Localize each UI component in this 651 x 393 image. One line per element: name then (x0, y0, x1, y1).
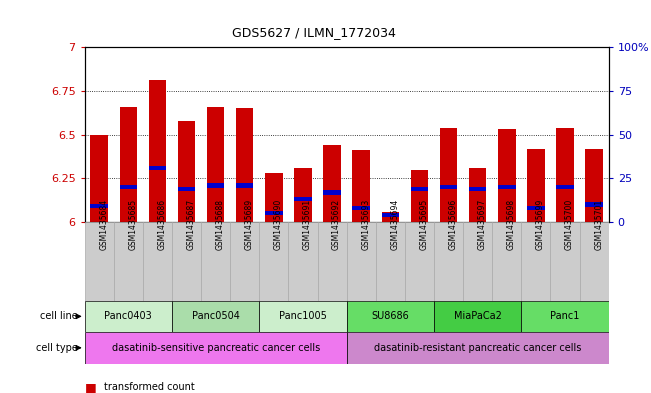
Bar (381, 213, 399, 217)
Text: GSM1435690: GSM1435690 (274, 199, 283, 250)
Bar (230, 222, 259, 301)
Bar (324, 145, 341, 222)
Bar (411, 187, 428, 191)
Bar (381, 211, 399, 222)
Text: dasatinib-resistant pancreatic cancer cells: dasatinib-resistant pancreatic cancer ce… (374, 343, 581, 353)
Text: GSM1435697: GSM1435697 (478, 199, 487, 250)
Bar (352, 206, 370, 210)
Bar (492, 222, 521, 301)
Bar (324, 190, 341, 195)
Text: GSM1435701: GSM1435701 (594, 199, 603, 250)
Bar (143, 222, 172, 301)
Text: GSM1435694: GSM1435694 (391, 199, 399, 250)
Text: GSM1435699: GSM1435699 (536, 199, 545, 250)
Bar (172, 222, 201, 301)
Text: GSM1435684: GSM1435684 (99, 199, 108, 250)
Text: GSM1435693: GSM1435693 (361, 199, 370, 250)
Bar (463, 222, 492, 301)
Text: dasatinib-sensitive pancreatic cancer cells: dasatinib-sensitive pancreatic cancer ce… (111, 343, 320, 353)
Bar (318, 222, 347, 301)
Bar (556, 185, 574, 189)
Bar (579, 222, 609, 301)
Bar (85, 301, 172, 332)
Bar (148, 165, 166, 170)
Text: GSM1435688: GSM1435688 (215, 199, 225, 250)
Text: ■: ■ (85, 380, 96, 393)
Bar (551, 222, 579, 301)
Bar (440, 128, 457, 222)
Bar (207, 183, 225, 187)
Text: GSM1435686: GSM1435686 (158, 199, 167, 250)
Bar (347, 332, 609, 364)
Bar (236, 183, 253, 187)
Bar (114, 222, 143, 301)
Bar (585, 149, 603, 222)
Bar (347, 301, 434, 332)
Bar (352, 151, 370, 222)
Bar (148, 81, 166, 222)
Text: Panc0504: Panc0504 (191, 311, 240, 321)
Bar (434, 222, 463, 301)
Bar (178, 187, 195, 191)
Bar (347, 222, 376, 301)
Text: cell line: cell line (40, 311, 78, 321)
Bar (527, 149, 545, 222)
Bar (90, 204, 108, 209)
Text: Panc1005: Panc1005 (279, 311, 327, 321)
Bar (265, 173, 283, 222)
Text: GDS5627 / ILMN_1772034: GDS5627 / ILMN_1772034 (232, 26, 396, 39)
Bar (527, 206, 545, 210)
Bar (207, 107, 225, 222)
Bar (85, 222, 114, 301)
Bar (405, 222, 434, 301)
Bar (201, 222, 230, 301)
Bar (178, 121, 195, 222)
Text: GSM1435698: GSM1435698 (506, 199, 516, 250)
Bar (172, 301, 259, 332)
Text: GSM1435685: GSM1435685 (128, 199, 137, 250)
Bar (236, 108, 253, 222)
Text: transformed count: transformed count (104, 382, 195, 392)
Bar (469, 168, 486, 222)
Bar (294, 197, 312, 202)
Bar (434, 301, 521, 332)
Bar (265, 211, 283, 215)
Bar (498, 129, 516, 222)
Bar (120, 107, 137, 222)
Text: Panc1: Panc1 (550, 311, 579, 321)
Bar (259, 301, 347, 332)
Bar (556, 128, 574, 222)
Bar (85, 332, 347, 364)
Text: SU8686: SU8686 (372, 311, 409, 321)
Text: MiaPaCa2: MiaPaCa2 (454, 311, 502, 321)
Text: GSM1435687: GSM1435687 (187, 199, 195, 250)
Bar (90, 134, 108, 222)
Bar (376, 222, 405, 301)
Text: GSM1435689: GSM1435689 (245, 199, 254, 250)
Bar (288, 222, 318, 301)
Text: GSM1435695: GSM1435695 (419, 199, 428, 250)
Bar (411, 170, 428, 222)
Bar (259, 222, 288, 301)
Text: GSM1435696: GSM1435696 (449, 199, 458, 250)
Bar (440, 185, 457, 189)
Bar (469, 187, 486, 191)
Text: GSM1435700: GSM1435700 (565, 199, 574, 250)
Bar (521, 301, 609, 332)
Bar (120, 185, 137, 189)
Bar (294, 168, 312, 222)
Bar (521, 222, 551, 301)
Text: Panc0403: Panc0403 (104, 311, 152, 321)
Bar (585, 202, 603, 207)
Text: GSM1435691: GSM1435691 (303, 199, 312, 250)
Text: GSM1435692: GSM1435692 (332, 199, 341, 250)
Text: cell type: cell type (36, 343, 78, 353)
Bar (498, 185, 516, 189)
